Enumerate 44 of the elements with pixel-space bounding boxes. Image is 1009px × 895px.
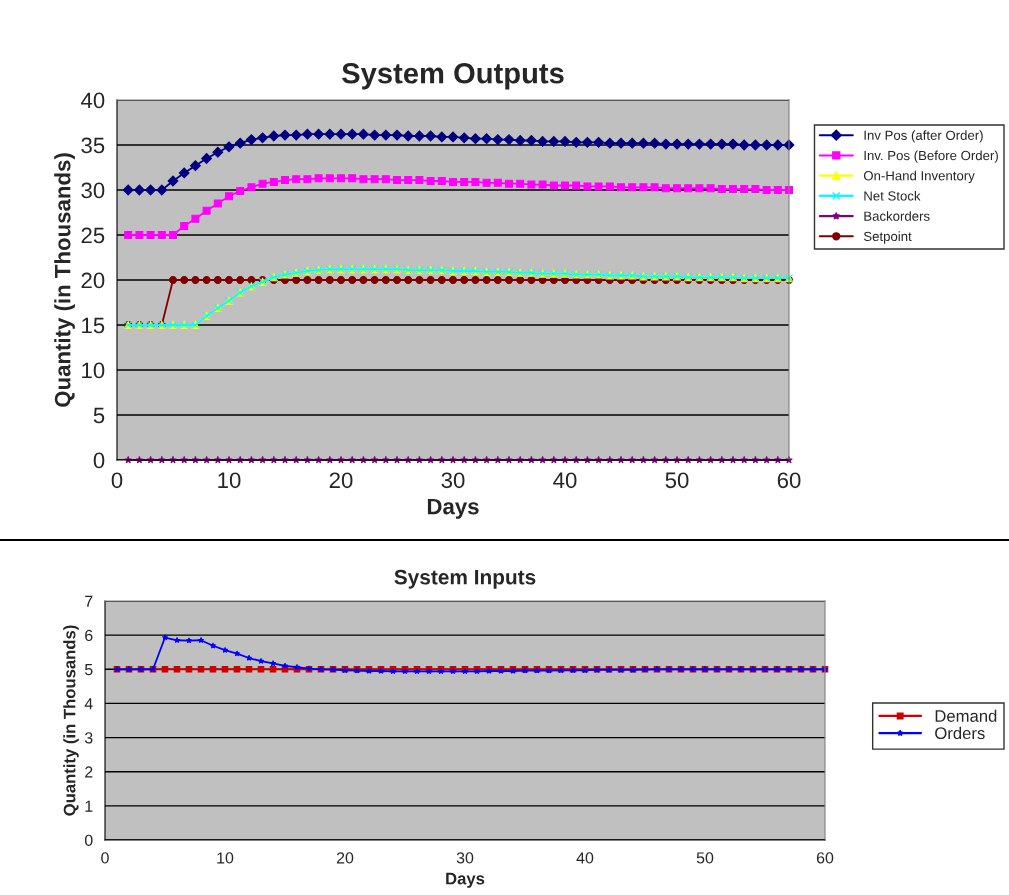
y-tick-label: 15: [82, 317, 105, 334]
legend-label: Net Stock: [864, 190, 921, 201]
x-tick-label: 50: [665, 472, 689, 489]
x-tick-label: 40: [576, 852, 594, 864]
legend-label: Setpoint: [863, 231, 912, 244]
x-axis-title: Days: [446, 872, 485, 888]
x-tick-label: 20: [329, 472, 353, 489]
y-tick-label: 0: [84, 834, 93, 846]
y-tick-label: 7: [85, 595, 93, 607]
chart-title: System Inputs: [394, 569, 536, 589]
x-tick-label: 30: [456, 852, 474, 864]
legend-label: On-Hand Inventory: [863, 170, 975, 184]
y-tick-label: 0: [93, 452, 105, 469]
x-tick-label: 10: [217, 852, 234, 864]
x-tick-label: 20: [336, 852, 354, 864]
y-tick-label: 10: [82, 362, 105, 379]
x-axis-title: Days: [427, 498, 479, 519]
legend-label: Inv Pos (after Order): [864, 130, 983, 143]
y-tick-label: 5: [93, 407, 105, 424]
y-axis-title: Quantity (in Thousands): [63, 625, 79, 816]
y-tick-label: 25: [81, 227, 105, 244]
legend-label: Orders: [935, 726, 985, 740]
legend-label: Demand: [935, 709, 997, 722]
x-tick-label: 40: [553, 472, 577, 489]
x-tick-label: 50: [696, 852, 714, 864]
y-tick-label: 4: [84, 698, 93, 710]
y-tick-label: 5: [84, 664, 93, 676]
y-axis-title: Quantity (in Thousands): [54, 153, 75, 407]
y-tick-label: 35: [81, 137, 105, 154]
y-tick-label: 30: [81, 182, 105, 199]
x-tick-label: 0: [111, 472, 123, 489]
x-tick-label: 60: [816, 852, 834, 864]
y-tick-label: 20: [81, 272, 105, 289]
y-tick-label: 1: [85, 800, 93, 812]
y-tick-label: 3: [84, 732, 93, 744]
y-tick-label: 2: [85, 766, 93, 778]
x-tick-label: 10: [218, 472, 241, 489]
x-tick-label: 30: [441, 472, 465, 489]
chart-title: System Outputs: [342, 62, 564, 90]
y-tick-label: 40: [80, 92, 105, 109]
x-tick-label: 60: [777, 472, 801, 489]
y-tick-label: 6: [85, 629, 93, 642]
legend-label: Inv. Pos (Before Order): [864, 150, 998, 163]
legend-label: Backorders: [864, 211, 930, 221]
